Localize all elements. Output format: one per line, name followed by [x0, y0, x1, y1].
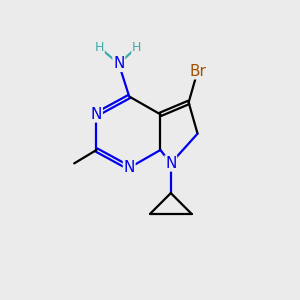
Text: H: H: [95, 41, 104, 54]
Text: N: N: [113, 56, 124, 71]
Text: H: H: [132, 41, 141, 54]
Text: Br: Br: [189, 64, 206, 79]
Text: N: N: [124, 160, 135, 175]
Text: N: N: [91, 107, 102, 122]
Text: N: N: [165, 156, 176, 171]
